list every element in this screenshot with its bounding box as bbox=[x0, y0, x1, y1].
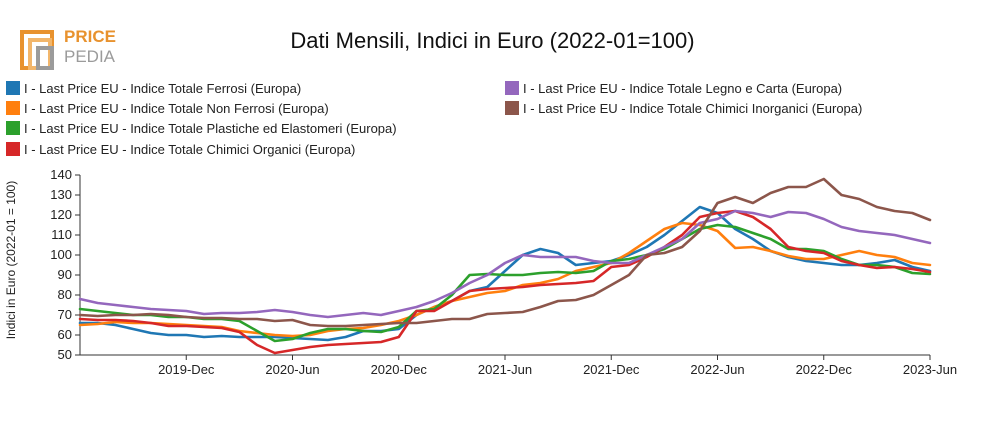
legend-item[interactable]: I - Last Price EU - Indice Totale Legno … bbox=[505, 81, 842, 96]
logo-mark-icon bbox=[20, 30, 54, 70]
y-axis-label: Indici in Euro (2022-01 = 100) bbox=[4, 181, 18, 339]
y-tick-label: 90 bbox=[58, 267, 72, 282]
legend-swatch bbox=[505, 81, 519, 95]
y-tick-label: 100 bbox=[50, 247, 72, 262]
legend-item[interactable]: I - Last Price EU - Indice Totale Plasti… bbox=[6, 121, 397, 136]
series-line-3 bbox=[78, 223, 932, 343]
logo-text-top: PRICE bbox=[64, 27, 116, 46]
legend-item[interactable]: I - Last Price EU - Indice Totale Chimic… bbox=[505, 101, 862, 116]
legend-label: I - Last Price EU - Indice Totale Chimic… bbox=[24, 142, 356, 157]
legend-swatch bbox=[6, 142, 20, 156]
x-tick-label: 2019-Dec bbox=[158, 362, 215, 377]
x-tick-label: 2020-Dec bbox=[371, 362, 428, 377]
y-tick-label: 130 bbox=[50, 187, 72, 202]
chart-title: Dati Mensili, Indici in Euro (2022-01=10… bbox=[290, 28, 695, 53]
legend-swatch bbox=[505, 101, 519, 115]
y-tick-label: 140 bbox=[50, 167, 72, 182]
legend-swatch bbox=[6, 101, 20, 115]
x-tick-label: 2022-Jun bbox=[690, 362, 744, 377]
legend-label: I - Last Price EU - Indice Totale Chimic… bbox=[523, 101, 863, 116]
y-tick-label: 50 bbox=[58, 347, 72, 362]
legend-swatch bbox=[6, 81, 20, 95]
y-tick-label: 80 bbox=[58, 287, 72, 302]
legend-label: I - Last Price EU - Indice Totale Non Fe… bbox=[24, 101, 329, 116]
legend-item[interactable]: I - Last Price EU - Indice Totale Chimic… bbox=[6, 142, 355, 157]
legend-label: I - Last Price EU - Indice Totale Ferros… bbox=[24, 81, 302, 96]
legend-label: I - Last Price EU - Indice Totale Legno … bbox=[523, 81, 843, 96]
y-tick-label: 110 bbox=[51, 227, 72, 242]
legend-label: I - Last Price EU - Indice Totale Plasti… bbox=[24, 121, 397, 136]
legend-item[interactable]: I - Last Price EU - Indice Totale Ferros… bbox=[6, 81, 301, 96]
legend-item[interactable]: I - Last Price EU - Indice Totale Non Fe… bbox=[6, 101, 329, 116]
legend-swatch bbox=[6, 121, 20, 135]
pricepedia-logo: PRICE PEDIA bbox=[20, 27, 116, 70]
y-tick-label: 120 bbox=[50, 207, 72, 222]
x-tick-label: 2023-Jun bbox=[903, 362, 957, 377]
y-tick-label: 70 bbox=[58, 307, 72, 322]
series-line-5 bbox=[78, 209, 932, 319]
series-line-6 bbox=[78, 177, 932, 328]
x-tick-label: 2020-Jun bbox=[265, 362, 319, 377]
x-tick-label: 2022-Dec bbox=[796, 362, 853, 377]
series-line-4 bbox=[78, 209, 932, 355]
legend: I - Last Price EU - Indice Totale Ferros… bbox=[0, 0, 985, 170]
logo-text-bottom: PEDIA bbox=[64, 47, 116, 66]
x-tick-label: 2021-Dec bbox=[583, 362, 640, 377]
y-tick-label: 60 bbox=[58, 327, 72, 342]
x-tick-label: 2021-Jun bbox=[478, 362, 532, 377]
